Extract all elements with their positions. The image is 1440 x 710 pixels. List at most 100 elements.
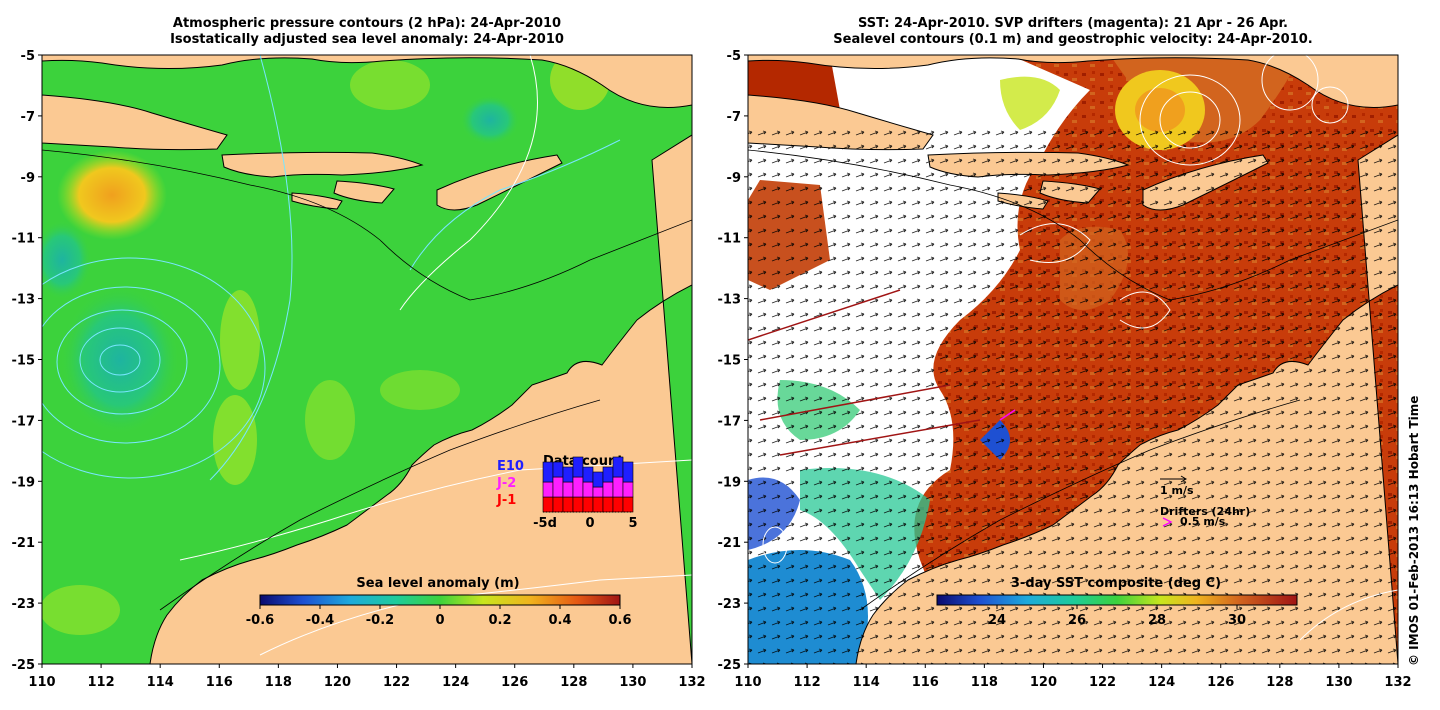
right-lon-tick: 120 bbox=[1030, 675, 1057, 690]
data-count-bar-j1 bbox=[552, 496, 564, 513]
data-count-bar-j2 bbox=[602, 481, 614, 498]
data-count-tick-start: -5d bbox=[533, 516, 557, 531]
sst-colorbar-ticks: 24 26 28 30 bbox=[988, 605, 1246, 628]
right-lon-tick: 126 bbox=[1207, 675, 1234, 690]
sst-colorbar-tick-label: 30 bbox=[1228, 613, 1246, 628]
right-lon-tick: 112 bbox=[794, 675, 821, 690]
left-lon-tick: 130 bbox=[619, 675, 646, 690]
data-count-bar-j2 bbox=[542, 481, 554, 498]
data-count-bar-e10 bbox=[542, 461, 554, 483]
data-count-bar-j1 bbox=[582, 496, 594, 513]
right-lon-tick: 116 bbox=[912, 675, 939, 690]
sla-colorbar-tick-label: -0.4 bbox=[306, 613, 334, 628]
data-count-bar-j2 bbox=[582, 481, 594, 498]
sla-colorbar-tick-label: 0.2 bbox=[488, 613, 511, 628]
sla-colorbar-tick-label: 0 bbox=[435, 613, 444, 628]
velocity-arrowhead-icon bbox=[1180, 475, 1187, 483]
left-lat-tick: -23 bbox=[12, 597, 36, 612]
right-colorbar: 3-day SST composite (deg C) 24 26 28 30 bbox=[936, 576, 1298, 628]
data-count-bar-j2 bbox=[612, 476, 624, 498]
data-count-bar-j1 bbox=[572, 496, 584, 513]
data-count-bar-j2 bbox=[592, 486, 604, 498]
depth-contour-right bbox=[748, 149, 1398, 611]
left-lat-tick: -5 bbox=[21, 49, 35, 64]
left-lat-tick: -13 bbox=[12, 293, 36, 308]
sla-colorbar-ticks: -0.6 -0.4 -0.2 0 0.2 0.4 0.6 bbox=[246, 605, 632, 628]
data-count-bar-e10 bbox=[582, 466, 594, 483]
data-count-bar-e10 bbox=[562, 466, 574, 483]
right-lat-tick: -19 bbox=[718, 475, 742, 490]
right-title-line1: SST: 24-Apr-2010. SVP drifters (magenta)… bbox=[858, 16, 1288, 31]
left-lon-tick: 124 bbox=[442, 675, 469, 690]
data-count-bar-e10 bbox=[612, 456, 624, 478]
left-lon-tick: 116 bbox=[206, 675, 233, 690]
left-lon-tick: 118 bbox=[265, 675, 292, 690]
left-lon-tick: 132 bbox=[678, 675, 705, 690]
left-lat-tick: -15 bbox=[12, 354, 36, 369]
sst-colorbar-tick-label: 26 bbox=[1068, 613, 1086, 628]
right-lon-tick: 110 bbox=[734, 675, 761, 690]
mission-j1-label: J-1 bbox=[496, 493, 516, 508]
data-count-bar-j2 bbox=[622, 481, 634, 498]
left-title-line1: Atmospheric pressure contours (2 hPa): 2… bbox=[172, 16, 562, 31]
right-lon-tick: 122 bbox=[1089, 675, 1116, 690]
sst-colorbar-tick-label: 24 bbox=[988, 613, 1006, 628]
left-lat-tick: -19 bbox=[12, 475, 36, 490]
left-lat-tick: -21 bbox=[12, 536, 36, 551]
data-count-bar-j1 bbox=[622, 496, 634, 513]
geostrophic-velocity-arrows bbox=[748, 130, 1398, 664]
left-lon-tick: 112 bbox=[88, 675, 115, 690]
right-colorbar-label: 3-day SST composite (deg C) bbox=[1011, 576, 1221, 591]
left-lon-tick: 114 bbox=[147, 675, 174, 690]
drifter-tracks bbox=[748, 289, 1016, 456]
right-map-title: SST: 24-Apr-2010. SVP drifters (magenta)… bbox=[748, 16, 1398, 48]
right-lat-tick: -25 bbox=[718, 658, 742, 673]
data-count-tick-end: 5 bbox=[628, 516, 637, 531]
left-lat-tick: -17 bbox=[12, 414, 36, 429]
left-lon-tick: 122 bbox=[383, 675, 410, 690]
pressure-contours bbox=[42, 55, 621, 481]
right-map bbox=[748, 55, 1398, 664]
right-lon-tick: 124 bbox=[1148, 675, 1175, 690]
right-lat-tick: -17 bbox=[718, 414, 742, 429]
right-lon-tick: 118 bbox=[971, 675, 998, 690]
drifter-legend-title: Drifters (24hr) bbox=[1160, 505, 1250, 518]
data-count-tick-mid: 0 bbox=[585, 516, 594, 531]
left-lon-tick: 120 bbox=[324, 675, 351, 690]
mission-j2-label: J-2 bbox=[496, 476, 516, 491]
data-count-bar-j1 bbox=[602, 496, 614, 513]
data-count-bar-j2 bbox=[572, 476, 584, 498]
velocity-legend: 1 m/s Drifters (24hr) 0.5 m/s bbox=[1160, 475, 1250, 528]
left-colorbar-label: Sea level anomaly (m) bbox=[356, 576, 519, 591]
data-count-bar-e10 bbox=[572, 456, 584, 478]
data-count-bar-j2 bbox=[562, 481, 574, 498]
sst-colorbar-scale bbox=[936, 594, 1298, 606]
sla-colorbar-tick-label: 0.6 bbox=[608, 613, 631, 628]
sla-colorbar-tick-label: -0.6 bbox=[246, 613, 274, 628]
sla-colorbar-scale bbox=[259, 594, 621, 606]
depth-contour bbox=[42, 149, 692, 611]
drifter-chevron-icon bbox=[1162, 517, 1173, 527]
left-lat-tick: -11 bbox=[12, 232, 36, 247]
mission-e10-label: E10 bbox=[497, 459, 524, 474]
right-title-line2: Sealevel contours (0.1 m) and geostrophi… bbox=[833, 32, 1313, 47]
right-lon-tick: 128 bbox=[1266, 675, 1293, 690]
right-lon-tick: 132 bbox=[1384, 675, 1411, 690]
data-count-bar-j1 bbox=[592, 496, 604, 513]
right-lon-tick: 114 bbox=[853, 675, 880, 690]
data-count-bar-j1 bbox=[542, 496, 554, 513]
axis-labels: -5 -7 -9 -11 -13 -15 -17 -19 -21 -23 -25 110 112 114 1… bbox=[12, 49, 1412, 690]
right-lat-tick: -21 bbox=[718, 536, 742, 551]
data-count-bar-e10 bbox=[622, 461, 634, 483]
data-count-bar-j1 bbox=[562, 496, 574, 513]
sla-colorbar-tick-label: 0.4 bbox=[548, 613, 571, 628]
right-lon-tick: 130 bbox=[1325, 675, 1352, 690]
sla-features bbox=[42, 55, 610, 635]
data-count-inset: E10 J-2 J-1 Data count -5d 0 5 bbox=[496, 454, 638, 531]
right-lat-tick: -23 bbox=[718, 597, 742, 612]
right-lat-tick: -11 bbox=[718, 232, 742, 247]
left-title-line2: Isostatically adjusted sea level anomaly… bbox=[170, 32, 564, 47]
right-lat-tick: -5 bbox=[727, 49, 741, 64]
data-count-bar-j2 bbox=[552, 476, 564, 498]
